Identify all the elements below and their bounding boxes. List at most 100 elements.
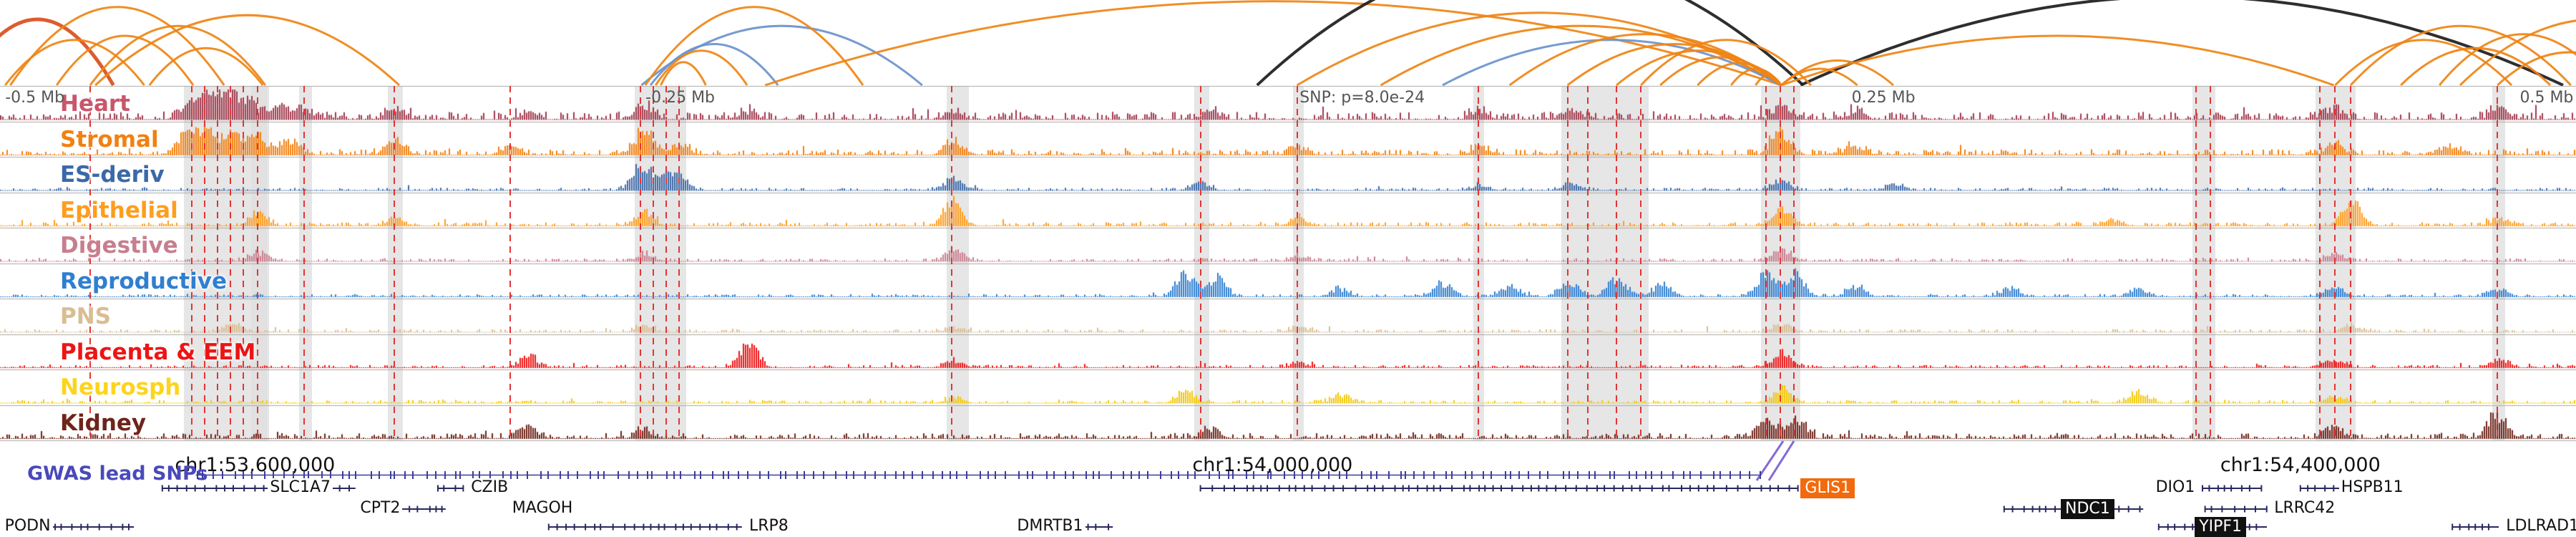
gwas-snp-tick — [994, 471, 996, 479]
gwas-snp-tick — [1018, 471, 1020, 479]
gene-label-glis1[interactable]: GLIS1 — [1800, 478, 1855, 498]
gwas-snp-tick — [784, 471, 786, 479]
snp-highlight-line — [204, 86, 206, 440]
snp-highlight-line — [1793, 86, 1795, 440]
gene-structure-lrp8 — [547, 523, 742, 531]
gene-label-yipf1[interactable]: YIPF1 — [2195, 517, 2247, 537]
snp-highlight-line — [951, 86, 953, 440]
gwas-snp-tick — [1539, 471, 1541, 479]
gwas-snp-tick — [693, 471, 696, 479]
gwas-snp-tick — [1614, 471, 1616, 479]
gene-label-ndc1[interactable]: NDC1 — [2061, 499, 2114, 519]
gwas-snp-tick — [650, 471, 653, 479]
gwas-snp-tick — [434, 471, 436, 479]
gwas-snp-tick — [1490, 471, 1492, 479]
gwas-snp-tick — [1130, 471, 1132, 479]
track-label-heart[interactable]: Heart — [60, 91, 130, 117]
gwas-snp-tick — [1683, 471, 1685, 479]
gwas-snp-tick — [932, 471, 934, 479]
track-label-placenta-eem[interactable]: Placenta & EEM — [60, 339, 256, 365]
scale-mark: 0.5 Mb — [2519, 89, 2574, 107]
gene-label-magoh[interactable]: MAGOH — [509, 499, 575, 518]
gwas-snp-tick — [712, 471, 714, 479]
gwas-snp-tick — [1760, 471, 1762, 479]
gwas-snp-tick — [1405, 471, 1407, 479]
gwas-snp-tick — [489, 471, 492, 479]
gwas-snp-tick — [1160, 471, 1162, 479]
track-label-kidney[interactable]: Kidney — [60, 410, 147, 436]
gwas-snp-tick — [221, 471, 223, 479]
gwas-snp-tick — [1338, 471, 1340, 479]
track-label-epithelial[interactable]: Epithelial — [60, 197, 178, 223]
track-label-pns[interactable]: PNS — [60, 304, 111, 329]
gwas-snp-tick — [874, 471, 877, 479]
gwas-snp-tick — [444, 471, 447, 479]
snp-highlight-line — [230, 86, 232, 440]
snp-highlight-line — [1779, 86, 1781, 440]
gene-label-slc1a7[interactable]: SLC1A7 — [268, 478, 333, 497]
gwas-snp-tick — [628, 471, 630, 479]
gwas-snp-tick — [1027, 471, 1029, 479]
gwas-snp-tick — [202, 471, 204, 479]
snp-highlight-line — [1478, 86, 1480, 440]
gene-label-lrp8[interactable]: LRP8 — [747, 517, 791, 536]
gwas-snp-tick — [1346, 471, 1348, 479]
scale-mark: 0.25 Mb — [1851, 89, 1916, 107]
track-label-es-deriv[interactable]: ES-deriv — [60, 162, 165, 188]
gwas-snp-tick — [966, 471, 968, 479]
gene-label-ldlrad1[interactable]: LDLRAD1 — [2504, 517, 2576, 536]
gwas-snp-tick — [666, 471, 668, 479]
gwas-snp-tick — [1361, 471, 1363, 479]
snp-highlight-line — [2209, 86, 2211, 440]
gene-label-cpt2[interactable]: CPT2 — [358, 499, 403, 518]
gene-label-podn[interactable]: PODN — [2, 517, 53, 536]
track-label-digestive[interactable]: Digestive — [60, 233, 178, 258]
gwas-snp-tick — [647, 471, 649, 479]
gene-label-dio1[interactable]: DIO1 — [2153, 478, 2197, 497]
gwas-snp-tick — [1283, 471, 1285, 479]
gwas-snp-tick — [884, 471, 886, 479]
gwas-snp-tick — [1388, 471, 1390, 479]
snp-highlight-line — [89, 86, 91, 440]
gwas-snp-tick — [1577, 471, 1579, 479]
gwas-snp-tick — [1568, 471, 1571, 479]
gwas-snp-tick — [307, 471, 309, 479]
gwas-snp-tick — [540, 471, 542, 479]
gwas-snp-tick — [1267, 471, 1269, 479]
gwas-snp-tick — [768, 471, 770, 479]
gene-label-lrrc42[interactable]: LRRC42 — [2272, 499, 2338, 518]
gwas-snp-tick — [1413, 471, 1415, 479]
gwas-snp-tick — [517, 471, 519, 479]
track-label-stromal[interactable]: Stromal — [60, 126, 159, 153]
gwas-snp-tick — [1065, 471, 1067, 479]
gwas-snp-tick — [597, 471, 599, 479]
gene-structure-glis1 — [1199, 485, 1799, 492]
gwas-snp-tick — [673, 471, 675, 479]
gwas-snp-tick — [1138, 471, 1140, 479]
track-label-reproductive[interactable]: Reproductive — [60, 268, 227, 294]
gwas-snp-tick — [472, 471, 474, 479]
gene-label-hspb11[interactable]: HSPB11 — [2338, 478, 2406, 497]
gwas-snp-tick — [1470, 471, 1473, 479]
snp-highlight-line — [652, 86, 654, 440]
snp-highlight-line — [393, 86, 395, 440]
gwas-snp-tick — [478, 471, 480, 479]
gwas-snp-tick — [1227, 471, 1229, 479]
snp-highlight-line — [217, 86, 219, 440]
gwas-snp-tick — [1748, 471, 1750, 479]
gwas-snp-tick — [1375, 471, 1377, 479]
gene-structure-czib — [437, 485, 464, 492]
gwas-snp-tick — [949, 471, 951, 479]
gwas-snp-tick — [1123, 471, 1125, 479]
gwas-snp-tick — [1231, 471, 1234, 479]
gene-label-czib[interactable]: CZIB — [469, 478, 511, 497]
snp-highlight-line — [1199, 86, 1201, 440]
track-label-neurosph[interactable]: Neurosph — [60, 374, 181, 400]
gwas-snp-tick — [1636, 471, 1638, 479]
gene-label-dmrtb1[interactable]: DMRTB1 — [1015, 517, 1085, 536]
gwas-snp-tick — [1660, 471, 1662, 479]
